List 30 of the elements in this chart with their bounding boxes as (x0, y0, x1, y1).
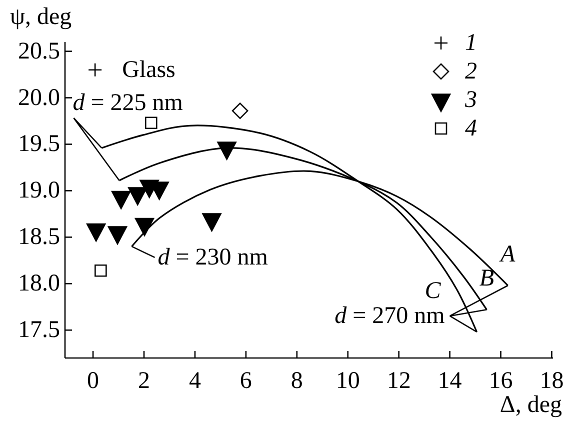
series-label: A (498, 242, 516, 268)
x-tick-label: 8 (290, 368, 303, 394)
y-tick-label: 19.5 (18, 131, 60, 158)
y-tick-label: 18.0 (18, 270, 60, 297)
x-tick-label: 14 (438, 368, 462, 394)
x-tick-label: 16 (488, 368, 513, 394)
y-tick-label: 20.0 (18, 84, 60, 111)
y-tick-label: 17.5 (18, 317, 60, 344)
y-tick-label: 18.5 (18, 224, 60, 250)
x-axis-title: Δ, deg (500, 392, 562, 418)
y-tick-label: 19.0 (18, 178, 60, 204)
x-tick-label: 6 (240, 368, 252, 394)
legend-label: 1 (465, 30, 477, 56)
x-tick-label: 4 (188, 368, 201, 394)
y-axis-title: ψ, deg (10, 4, 72, 30)
x-tick-label: 18 (540, 368, 564, 394)
x-tick-label: 12 (386, 368, 411, 394)
annotation: d = 230 nm (158, 244, 268, 270)
x-tick-label: 10 (336, 368, 360, 394)
annotation: Glass (122, 56, 176, 83)
legend-label: 2 (465, 58, 477, 84)
annotation: d = 225 nm (72, 90, 184, 116)
x-tick-label: 2 (138, 368, 150, 394)
series-label: B (479, 266, 494, 292)
annotation: d = 270 nm (334, 302, 446, 329)
legend-label: 3 (464, 87, 477, 113)
x-tick-label: 0 (87, 368, 100, 394)
legend-label: 4 (465, 116, 477, 142)
y-tick-label: 20.5 (18, 38, 60, 64)
series-label: C (424, 278, 442, 304)
